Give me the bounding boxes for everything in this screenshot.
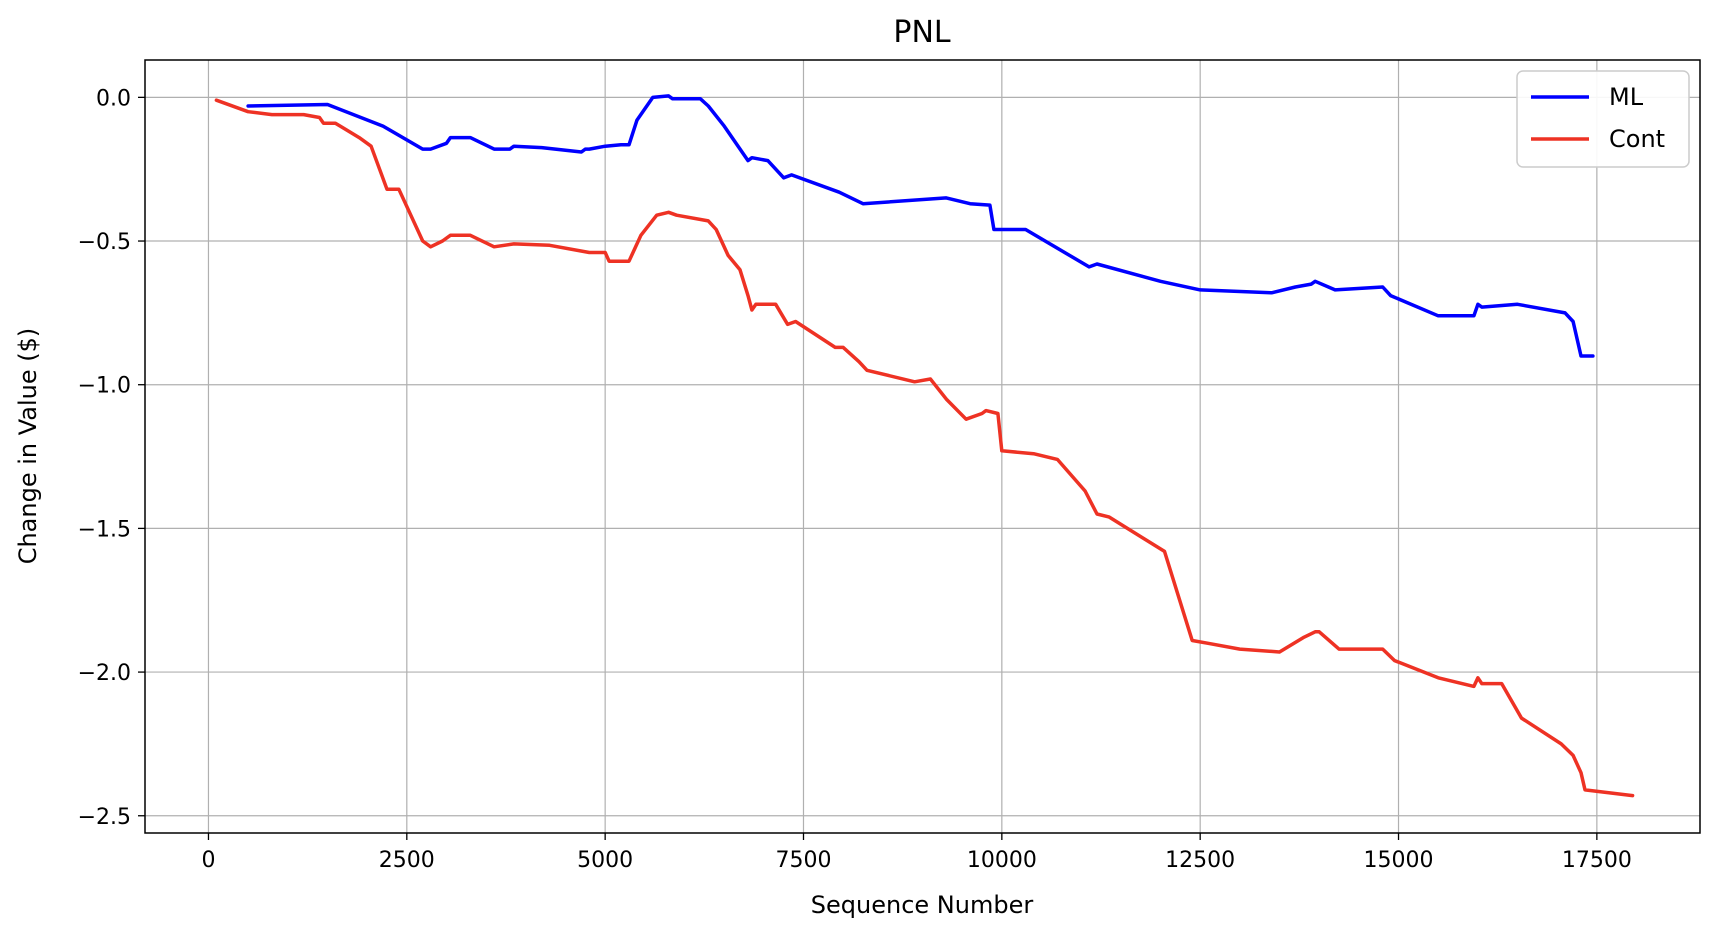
x-tick-label: 5000 (577, 848, 633, 873)
y-axis-title: Change in Value ($) (14, 328, 42, 565)
y-tick-label: −0.5 (78, 230, 131, 255)
chart-title: PNL (893, 15, 951, 50)
series-line-cont (214, 98, 1635, 798)
x-tick-label: 17500 (1562, 848, 1632, 873)
legend-entries: ML Cont (1531, 83, 1665, 153)
x-axis-title: Sequence Number (811, 891, 1034, 919)
legend-box (1516, 70, 1690, 168)
x-axis-ticks: 0 2500 5000 7500 10000 12500 15000 17500 (201, 833, 1632, 873)
x-tick-label: 0 (201, 848, 215, 873)
x-tick-label: 12500 (1165, 848, 1235, 873)
y-tick-label: −2.0 (78, 661, 131, 686)
y-tick-label: −1.5 (78, 517, 131, 542)
grid-lines (145, 60, 1700, 833)
legend: ML Cont (1516, 70, 1690, 168)
series-lines (214, 94, 1635, 798)
series-line-ml (246, 94, 1595, 358)
legend-label-cont: Cont (1609, 125, 1665, 153)
x-tick-label: 15000 (1364, 848, 1434, 873)
x-tick-label: 2500 (379, 848, 435, 873)
y-axis-ticks: 0.0 −0.5 −1.0 −1.5 −2.0 −2.5 (78, 86, 145, 830)
x-tick-label: 7500 (775, 848, 831, 873)
y-tick-label: 0.0 (96, 86, 131, 111)
y-tick-label: −1.0 (78, 374, 131, 399)
x-tick-label: 10000 (967, 848, 1037, 873)
plot-frame (144, 59, 1701, 834)
y-tick-label: −2.5 (78, 805, 131, 830)
legend-label-ml: ML (1609, 83, 1644, 111)
